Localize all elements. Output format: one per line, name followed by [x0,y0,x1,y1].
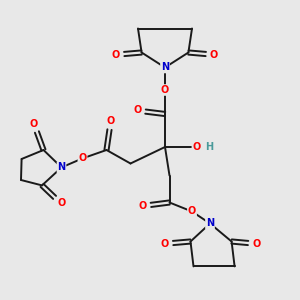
Text: O: O [112,50,120,60]
Text: O: O [188,206,196,217]
Text: O: O [58,198,66,208]
Text: O: O [192,142,201,152]
Text: H: H [205,142,213,152]
Text: O: O [107,116,115,126]
Text: N: N [206,218,214,229]
Text: O: O [138,201,147,211]
Text: N: N [57,162,66,172]
Text: O: O [29,118,38,129]
Text: N: N [161,62,169,73]
Text: O: O [161,85,169,95]
Text: O: O [161,239,169,249]
Text: O: O [78,153,87,164]
Text: O: O [210,50,218,60]
Text: O: O [133,105,142,116]
Text: O: O [252,239,260,249]
